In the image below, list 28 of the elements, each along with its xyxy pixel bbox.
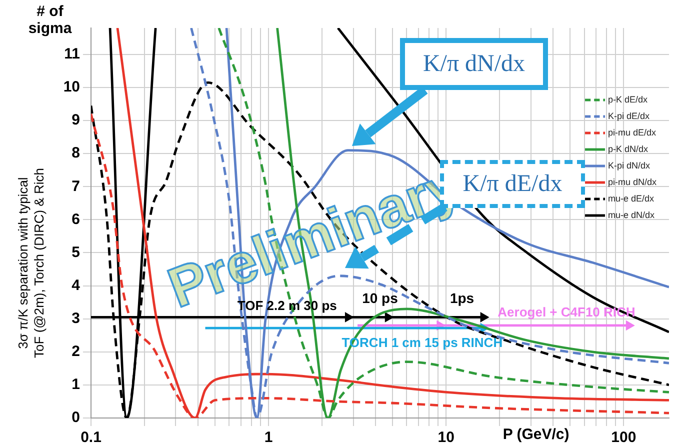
legend-label: p-K dN/dx: [608, 144, 649, 154]
legend-label: mu-e dN/dx: [608, 210, 656, 220]
y-tick-label: 9: [72, 112, 80, 129]
y-tick-label: 11: [64, 46, 80, 63]
legend-label: p-K dE/dx: [608, 94, 648, 104]
x-tick-label: 1: [264, 429, 273, 445]
annotation: K/π dN/dx: [400, 38, 548, 90]
legend-label: pi-mu dN/dx: [608, 176, 658, 187]
y-tick-label: 8: [72, 144, 80, 162]
x-tick-label: 10: [438, 429, 454, 445]
y-tick-label: 10: [63, 78, 80, 96]
y-tick-label: 5: [72, 244, 80, 261]
y-axis-title: 3σ π/K separation with typical ToF (@2m), Torch (DIRC) & Rich: [16, 168, 47, 358]
y-tick-label: 0: [72, 409, 80, 426]
y-tick-label: 2: [72, 343, 80, 360]
legend-label: pi-mu dE/dx: [608, 127, 657, 138]
x-axis-title: P (GeV/c): [502, 426, 570, 444]
legend-label: K-pi dE/dx: [608, 110, 650, 121]
y-tick-label: 7: [72, 178, 80, 195]
x-tick-label: 100: [611, 429, 636, 445]
y-tick-label: 3: [72, 310, 80, 327]
y-tick-label: 6: [72, 210, 80, 228]
y-tick-label: 4: [72, 276, 81, 294]
x-tick-label: 0.1: [80, 429, 102, 445]
legend-label: mu-e dE/dx: [608, 193, 655, 204]
legend-label: K-pi dN/dx: [608, 160, 651, 170]
y-tick-label: 1: [72, 376, 80, 394]
text: # of sigma: [28, 3, 72, 37]
